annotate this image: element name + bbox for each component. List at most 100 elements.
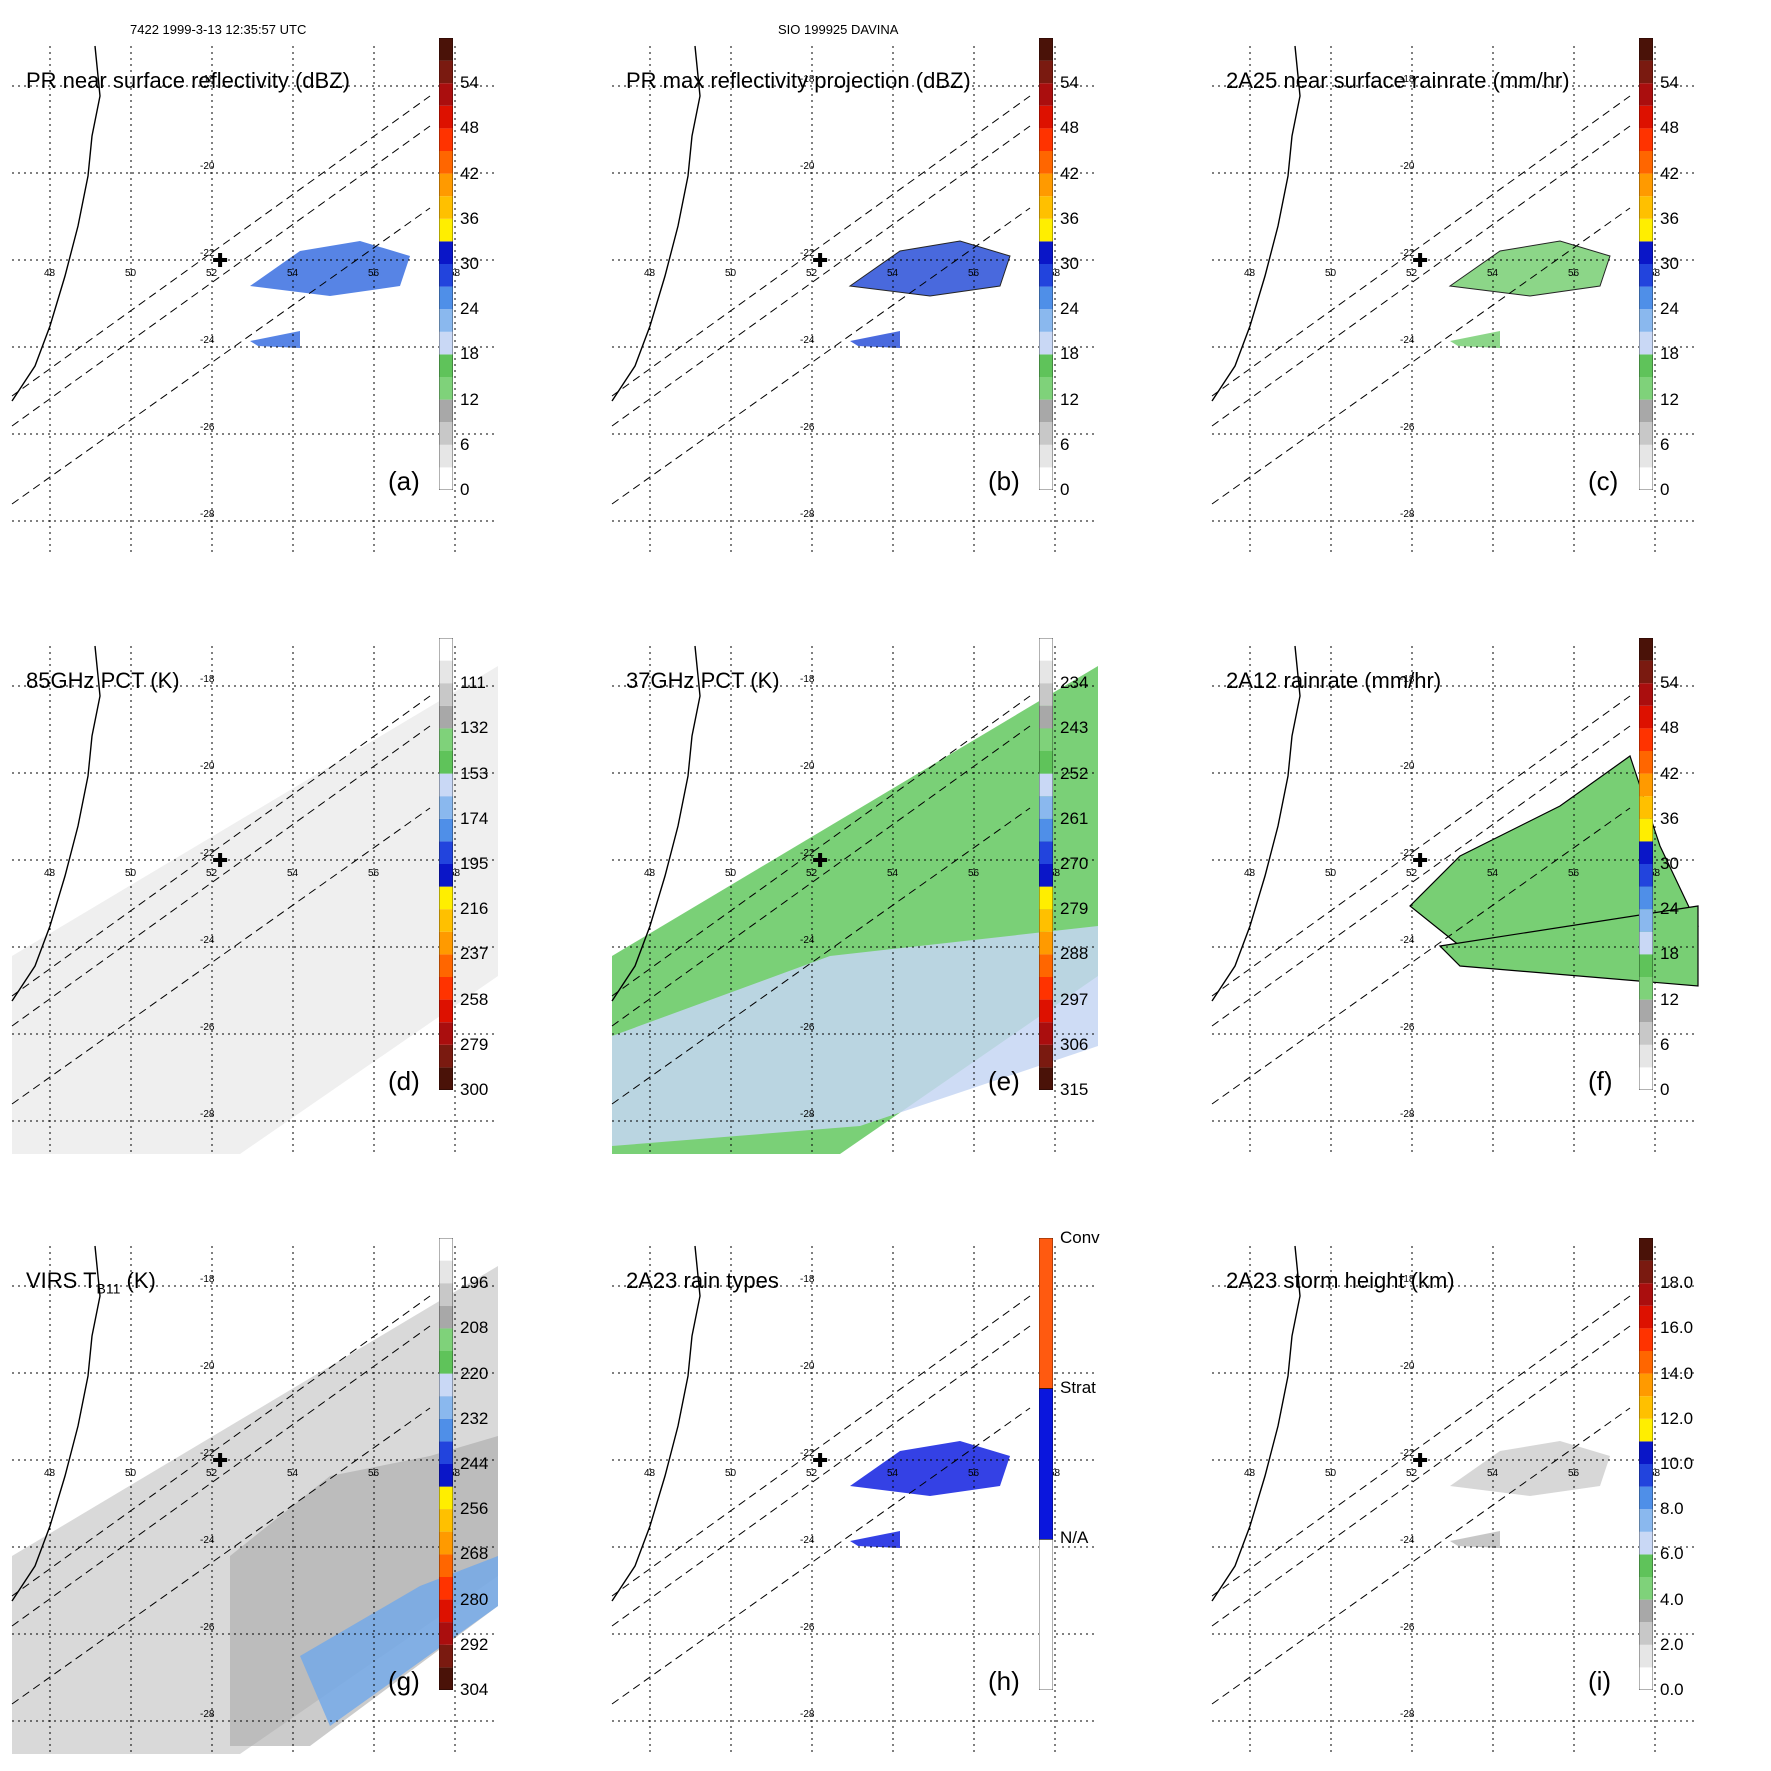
colorbar-segment bbox=[1639, 331, 1653, 355]
colorbar-tick-label: 18 bbox=[460, 344, 479, 364]
colorbar-segment bbox=[1039, 264, 1053, 287]
colorbar-segment bbox=[439, 999, 453, 1023]
swath-edge bbox=[611, 1407, 1031, 1705]
colorbar-segment bbox=[1039, 977, 1053, 1000]
swath-edge bbox=[611, 1295, 1031, 1597]
colorbar-segment bbox=[1039, 173, 1053, 197]
colorbar-segment bbox=[1639, 354, 1653, 377]
colorbar-segment bbox=[439, 173, 453, 197]
colorbar-segment bbox=[1639, 841, 1653, 864]
colorbar-segment bbox=[439, 705, 453, 729]
panel-title: 2A23 rain types bbox=[626, 1268, 779, 1293]
longitude-label: 54 bbox=[287, 1468, 299, 1479]
colorbar-segment bbox=[1039, 886, 1053, 910]
colorbar-segment bbox=[439, 38, 453, 61]
panel-title: PR max reflectivity projection (dBZ) bbox=[626, 68, 971, 93]
colorbar-segment bbox=[439, 977, 453, 1000]
colorbar-segment bbox=[1039, 196, 1053, 219]
colorbar-segment bbox=[1639, 1486, 1653, 1510]
latitude-label: -18 bbox=[1400, 1274, 1415, 1285]
latitude-label: -22 bbox=[200, 1448, 215, 1459]
colorbar-segment bbox=[1639, 773, 1653, 797]
map-plot: -18 -20 -22 -24 -26 -28 48 50 52 54 56 58 bbox=[11, 645, 498, 1154]
colorbar-tick-label: 48 bbox=[460, 118, 479, 138]
longitude-label: 54 bbox=[287, 868, 299, 879]
colorbar-segment bbox=[439, 796, 453, 819]
longitude-label: 48 bbox=[644, 268, 656, 279]
colorbar-segment bbox=[439, 286, 453, 310]
colorbar-segment bbox=[439, 864, 453, 887]
colorbar-segment bbox=[1039, 60, 1053, 84]
colorbar bbox=[1039, 38, 1053, 490]
panel-b: PR max reflectivity projection (dBZ) -18-… bbox=[600, 26, 1160, 566]
swath-edge bbox=[11, 725, 431, 1027]
longitude-label: 50 bbox=[1325, 1468, 1337, 1479]
longitude-label: 58 bbox=[1649, 868, 1661, 879]
colorbar-tick-label: 54 bbox=[460, 73, 479, 93]
panel-d: 85GHz PCT (K) -18 -20 -22 -24 -26 -28 48 50 52 54 5… bbox=[0, 626, 560, 1166]
colorbar-tick-label: 0.0 bbox=[1660, 1680, 1684, 1699]
coastline bbox=[611, 645, 701, 1002]
colorbar-tick-label: 111 bbox=[460, 673, 486, 693]
colorbar-tick-label: 42 bbox=[460, 163, 479, 183]
longitude-label: 50 bbox=[125, 268, 137, 279]
colorbar-segment bbox=[439, 1396, 453, 1419]
colorbar-segment bbox=[1039, 309, 1053, 332]
colorbar-tick-label: 153 bbox=[460, 763, 489, 783]
colorbar-segment bbox=[1639, 1599, 1653, 1623]
colorbar-segment bbox=[439, 1441, 453, 1464]
colorbar-tick-label: Conv bbox=[1060, 1228, 1100, 1247]
latitude-label: -20 bbox=[200, 161, 215, 172]
colorbar-segment bbox=[1639, 1022, 1653, 1045]
colorbar-tick-label: 6 bbox=[1660, 434, 1670, 454]
panel-f: 2A12 rainrate (mm/hr) -18 -20 -22 -24 -26 -28 4… bbox=[1200, 626, 1760, 1166]
colorbar-segment bbox=[1039, 331, 1053, 355]
colorbar-segment bbox=[439, 151, 453, 174]
swath-edge bbox=[11, 1407, 431, 1705]
colorbar-segment bbox=[439, 660, 453, 684]
colorbar-segment bbox=[1039, 728, 1053, 751]
colorbar-tick-label: 237 bbox=[460, 944, 489, 964]
colorbar-segment bbox=[1639, 1464, 1653, 1487]
colorbar-tick-label: 256 bbox=[460, 1499, 489, 1519]
colorbar-segment bbox=[1639, 151, 1653, 174]
colorbar-tick-label: 244 bbox=[460, 1454, 489, 1473]
colorbar bbox=[439, 1238, 453, 1690]
colorbar-tick-label: 36 bbox=[1660, 808, 1679, 828]
colorbar-segment bbox=[1039, 1388, 1053, 1540]
colorbar-tick-label: 0 bbox=[1660, 480, 1670, 499]
latitude-label: -20 bbox=[800, 1361, 815, 1372]
latitude-label: -26 bbox=[200, 1022, 215, 1033]
colorbar-tick-label: 24 bbox=[1660, 899, 1679, 919]
colorbar-tick-label: N/A bbox=[1060, 1528, 1089, 1547]
colorbar bbox=[1039, 1238, 1053, 1690]
colorbar-segment bbox=[439, 1622, 453, 1645]
latitude-label: -18 bbox=[200, 1274, 215, 1285]
colorbar-tick-label: 12 bbox=[460, 389, 479, 409]
panel-label: (e) bbox=[988, 1066, 1020, 1096]
coastline bbox=[1211, 645, 1301, 1002]
colorbar-segment bbox=[1639, 1260, 1653, 1284]
colorbar-segment bbox=[1639, 1328, 1653, 1351]
rain-cell bbox=[1450, 1441, 1610, 1496]
latitude-label: -22 bbox=[1400, 248, 1415, 259]
colorbar-tick-label: 297 bbox=[1060, 989, 1089, 1009]
colorbar-segment bbox=[1639, 422, 1653, 445]
colorbar-segment bbox=[439, 1486, 453, 1510]
colorbar-segment bbox=[1039, 38, 1053, 61]
colorbar-segment bbox=[439, 1067, 453, 1090]
swath-edge bbox=[1211, 725, 1631, 1027]
latitude-label: -18 bbox=[800, 674, 815, 685]
colorbar-segment bbox=[1639, 1441, 1653, 1464]
latitude-label: -22 bbox=[800, 848, 815, 859]
colorbar-tick-label: 232 bbox=[460, 1408, 489, 1428]
storm-center-marker bbox=[813, 1453, 828, 1467]
panel-label: (f) bbox=[1588, 1066, 1613, 1096]
colorbar-tick-label: 6 bbox=[1660, 1034, 1670, 1054]
colorbar-segment bbox=[1639, 128, 1653, 151]
latitude-label: -26 bbox=[1400, 1622, 1415, 1633]
longitude-label: 52 bbox=[206, 1468, 218, 1479]
latitude-label: -26 bbox=[200, 1622, 215, 1633]
colorbar-segment bbox=[1039, 83, 1053, 106]
colorbar-tick-label: 0 bbox=[1660, 1080, 1670, 1099]
